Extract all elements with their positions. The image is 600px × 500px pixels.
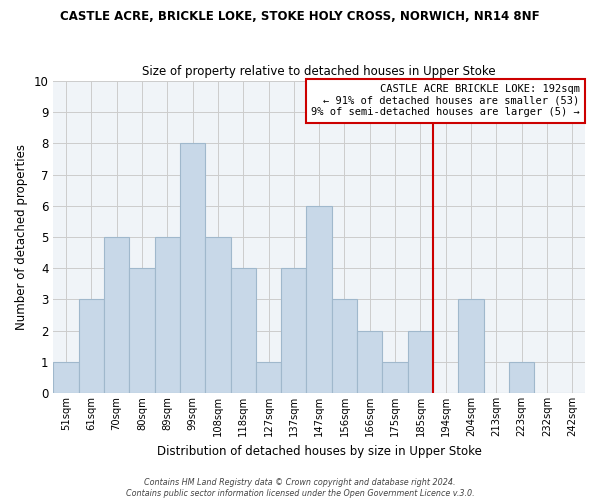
Title: Size of property relative to detached houses in Upper Stoke: Size of property relative to detached ho… <box>142 66 496 78</box>
Text: CASTLE ACRE BRICKLE LOKE: 192sqm
← 91% of detached houses are smaller (53)
9% of: CASTLE ACRE BRICKLE LOKE: 192sqm ← 91% o… <box>311 84 580 117</box>
Bar <box>79 300 104 393</box>
Bar <box>509 362 535 393</box>
Bar <box>53 362 79 393</box>
Text: CASTLE ACRE, BRICKLE LOKE, STOKE HOLY CROSS, NORWICH, NR14 8NF: CASTLE ACRE, BRICKLE LOKE, STOKE HOLY CR… <box>60 10 540 23</box>
Bar <box>104 237 129 393</box>
Bar <box>281 268 307 393</box>
Bar <box>307 206 332 393</box>
Bar <box>382 362 408 393</box>
Bar <box>205 237 230 393</box>
Bar <box>155 237 180 393</box>
Bar <box>129 268 155 393</box>
Text: Contains HM Land Registry data © Crown copyright and database right 2024.
Contai: Contains HM Land Registry data © Crown c… <box>125 478 475 498</box>
Bar <box>357 330 382 393</box>
Bar <box>458 300 484 393</box>
Bar <box>230 268 256 393</box>
Bar <box>256 362 281 393</box>
Y-axis label: Number of detached properties: Number of detached properties <box>15 144 28 330</box>
Bar <box>332 300 357 393</box>
X-axis label: Distribution of detached houses by size in Upper Stoke: Distribution of detached houses by size … <box>157 444 482 458</box>
Bar <box>180 144 205 393</box>
Bar <box>408 330 433 393</box>
